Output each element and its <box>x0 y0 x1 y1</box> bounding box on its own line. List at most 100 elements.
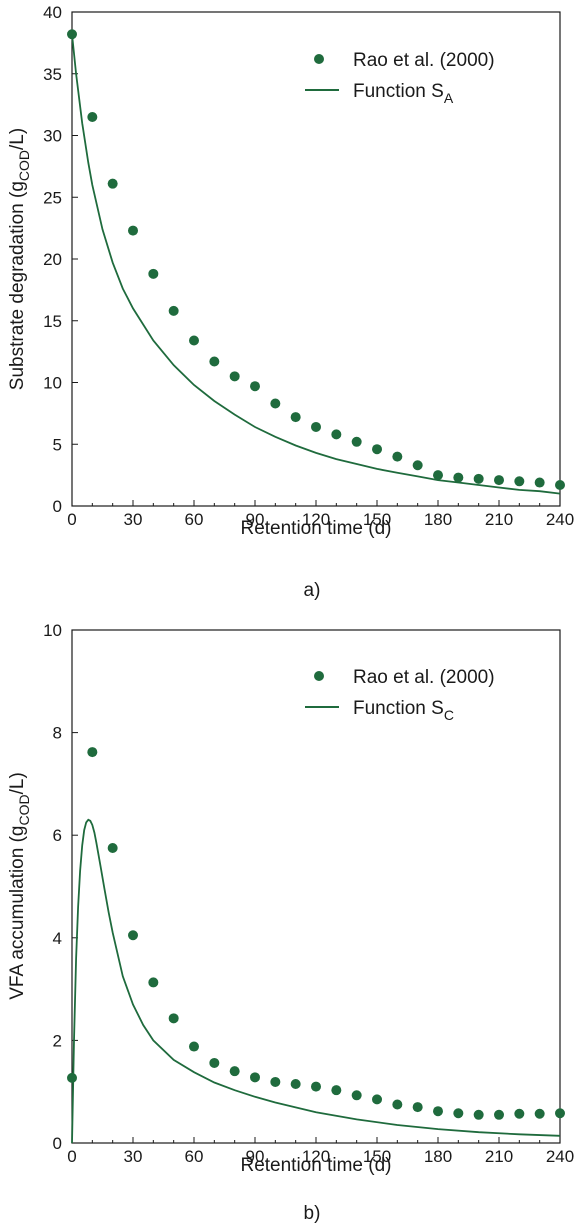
x-tick-label: 120 <box>302 1147 330 1166</box>
x-tick-label: 60 <box>185 1147 204 1166</box>
y-tick-label: 30 <box>43 127 62 146</box>
legend-label-line: Function SC <box>353 698 454 723</box>
data-point <box>412 1102 423 1113</box>
data-point <box>67 29 77 40</box>
data-point <box>189 335 199 346</box>
data-point <box>534 477 545 488</box>
legend-marker-points <box>314 671 324 681</box>
substrate-degradation-chart: 0 30 60 90 120 150 180 210 240 0 5 10 15 20 25 30 35 40 R… <box>7 3 574 601</box>
legend-label-points: Rao et al. (2000) <box>353 667 495 688</box>
data-point <box>229 371 240 382</box>
y-axis-label: VFA accumulation (gCOD/L) <box>7 772 32 1000</box>
data-marks <box>67 747 565 1144</box>
data-point <box>433 1106 443 1117</box>
data-point <box>209 356 220 367</box>
y-tick-label: 10 <box>43 374 62 393</box>
x-tick-label: 240 <box>546 1147 574 1166</box>
data-point <box>290 412 301 423</box>
data-point <box>270 1076 281 1087</box>
y-tick-label: 6 <box>53 826 62 845</box>
y-tick-label: 15 <box>43 312 62 331</box>
data-point <box>372 1094 382 1105</box>
x-tick-label: 210 <box>485 1147 513 1166</box>
data-point <box>412 460 423 471</box>
data-point <box>128 225 138 236</box>
x-tick-label: 30 <box>124 510 143 529</box>
data-point <box>433 470 443 481</box>
data-point <box>494 475 504 486</box>
legend: Rao et al. (2000) Function SC <box>305 667 495 723</box>
data-point <box>311 1081 321 1092</box>
x-tick-label: 60 <box>185 510 204 529</box>
y-tick-label: 35 <box>43 65 62 84</box>
axis-ticks: 0 30 60 90 120 150 180 210 240 0 5 10 15 20 25 30 35 40 <box>43 3 574 529</box>
data-point <box>229 1066 240 1077</box>
y-tick-label: 10 <box>43 621 62 640</box>
x-axis-label: Retention time (d) <box>240 518 391 539</box>
legend-label-line: Function SA <box>353 81 454 106</box>
y-tick-label: 4 <box>53 929 62 948</box>
panel-caption: a) <box>304 580 321 601</box>
y-tick-label: 0 <box>53 1134 62 1153</box>
x-tick-label: 90 <box>246 1147 265 1166</box>
data-point <box>514 1108 525 1119</box>
data-point <box>514 476 525 487</box>
function-curve <box>71 34 561 495</box>
data-marks <box>67 29 565 495</box>
data-point <box>250 1072 260 1083</box>
panel-caption: b) <box>304 1203 321 1224</box>
x-tick-label: 150 <box>363 1147 391 1166</box>
data-point <box>453 472 464 483</box>
data-point <box>372 444 382 455</box>
data-point <box>87 111 98 122</box>
data-point <box>494 1109 504 1120</box>
data-point <box>351 436 362 447</box>
x-tick-label: 150 <box>363 510 391 529</box>
x-tick-label: 180 <box>424 1147 452 1166</box>
x-axis-label: Retention time (d) <box>240 1155 391 1176</box>
y-tick-label: 0 <box>53 497 62 516</box>
data-point <box>107 843 118 854</box>
y-tick-label: 25 <box>43 188 62 207</box>
x-tick-label: 180 <box>424 510 452 529</box>
data-point <box>453 1108 464 1119</box>
data-point <box>148 268 159 279</box>
data-point <box>534 1108 545 1119</box>
legend-label-points: Rao et al. (2000) <box>353 50 495 71</box>
data-point <box>209 1057 220 1068</box>
x-tick-label: 210 <box>485 510 513 529</box>
function-curve <box>71 818 561 1144</box>
data-point <box>331 1085 342 1096</box>
data-point <box>107 178 118 189</box>
y-tick-label: 2 <box>53 1031 62 1050</box>
vfa-accumulation-chart: 0 30 60 90 120 150 180 210 240 0 2 4 6 8 10 Rao et al.… <box>7 621 574 1224</box>
legend: Rao et al. (2000) Function SA <box>305 50 495 106</box>
y-tick-label: 20 <box>43 250 62 269</box>
y-tick-label: 40 <box>43 3 62 22</box>
data-point <box>331 429 342 440</box>
x-tick-label: 30 <box>124 1147 143 1166</box>
data-point <box>128 930 138 941</box>
y-axis-label: Substrate degradation (gCOD/L) <box>7 128 32 390</box>
data-point <box>473 1109 484 1120</box>
data-point <box>290 1079 301 1090</box>
data-point <box>168 305 179 316</box>
data-point <box>270 398 281 409</box>
x-tick-label: 240 <box>546 510 574 529</box>
data-point <box>311 421 321 432</box>
data-point <box>351 1090 362 1101</box>
data-point <box>555 1108 565 1119</box>
data-point <box>87 747 98 758</box>
data-point <box>473 473 484 484</box>
y-tick-label: 8 <box>53 724 62 743</box>
y-tick-label: 5 <box>53 435 62 454</box>
data-point <box>189 1041 199 1052</box>
data-point <box>250 381 260 392</box>
x-tick-label: 0 <box>67 1147 76 1166</box>
data-point <box>67 1072 77 1083</box>
data-point <box>392 1099 403 1110</box>
x-tick-label: 120 <box>302 510 330 529</box>
data-point <box>555 480 565 491</box>
legend-marker-points <box>314 54 324 64</box>
data-point <box>392 451 403 462</box>
